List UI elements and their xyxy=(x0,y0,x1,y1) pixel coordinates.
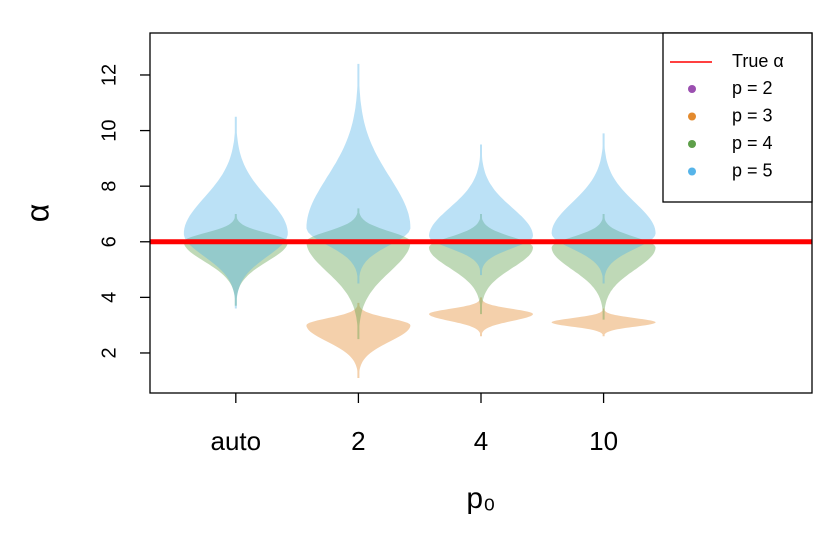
y-tick-label: 4 xyxy=(98,292,120,303)
violin xyxy=(306,302,411,378)
legend-label: p = 2 xyxy=(732,78,773,98)
violin xyxy=(429,214,533,315)
violin xyxy=(183,214,288,306)
x-tick-label: 4 xyxy=(474,426,488,456)
y-tick-label: 10 xyxy=(98,119,120,141)
y-axis-label: α xyxy=(19,204,55,223)
y-tick-label: 6 xyxy=(98,236,120,247)
legend-label: p = 4 xyxy=(732,133,773,153)
legend-marker xyxy=(688,140,696,148)
legend-label: p = 5 xyxy=(732,160,773,180)
legend-marker xyxy=(688,85,696,93)
violin xyxy=(551,308,656,337)
x-tick-label: 2 xyxy=(351,426,365,456)
legend-box xyxy=(662,32,813,203)
legend: True α p = 2 p = 3 p = 4 p = 5 xyxy=(662,32,813,203)
violin xyxy=(551,133,656,284)
legend-label: True α xyxy=(732,51,784,71)
x-tick-label: 10 xyxy=(589,426,618,456)
violin xyxy=(306,63,411,284)
y-tick-label: 12 xyxy=(98,64,120,86)
legend-label: p = 3 xyxy=(732,105,773,125)
violin xyxy=(183,116,288,309)
y-tick-label: 8 xyxy=(98,181,120,192)
legend-marker xyxy=(688,112,696,121)
x-tick-label: auto xyxy=(211,426,262,456)
x-axis-label: p₀ xyxy=(466,482,495,515)
violin xyxy=(429,297,533,337)
y-tick-label: 2 xyxy=(98,347,120,358)
legend-marker xyxy=(688,167,696,176)
